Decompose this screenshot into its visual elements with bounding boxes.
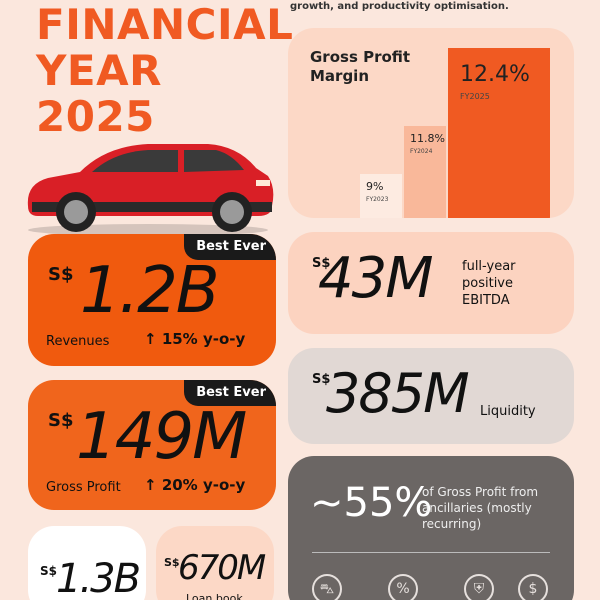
gpm-bar-fy2025: 12.4% FY2025 <box>448 48 550 218</box>
car-icon: ⛍ <box>312 574 342 600</box>
arrow-up-icon: ↑ <box>144 330 157 348</box>
currency-label: S$ <box>164 556 180 569</box>
loan-originations-card: S$ 1.3B <box>28 526 146 600</box>
arrow-up-icon: ↑ <box>144 476 157 494</box>
liquidity-value: 385M <box>326 362 470 425</box>
growth-text: 15% y-o-y <box>161 330 246 348</box>
divider <box>312 552 550 553</box>
gpm-value: 9% <box>366 180 384 193</box>
gpm-year: FY2024 <box>410 148 433 155</box>
gross-profit-label: Gross Profit <box>46 480 121 495</box>
gpm-year: FY2025 <box>460 92 490 101</box>
value-1-3b: 1.3B <box>56 556 141 600</box>
title-line-1: FINANCIAL <box>36 0 294 49</box>
revenues-growth: ↑ 15% y-o-y <box>144 330 245 348</box>
gpm-year: FY2023 <box>366 196 389 203</box>
ancillaries-value: ~55% <box>310 480 433 526</box>
revenues-card: Best Ever S$ 1.2B Revenues ↑ 15% y-o-y <box>28 234 276 366</box>
gross-profit-margin-card: Gross Profit Margin 9% FY2023 11.8% FY20… <box>288 28 574 218</box>
currency-label: S$ <box>312 256 331 271</box>
gpm-value: 11.8% <box>410 132 445 145</box>
gross-profit-value: 149M <box>76 400 247 474</box>
percent-icon: % <box>388 574 418 600</box>
gpm-value: 12.4% <box>460 62 530 87</box>
ancillaries-label: of Gross Profit from ancillaries (mostly… <box>422 485 539 531</box>
gross-profit-growth: ↑ 20% y-o-y <box>144 476 245 494</box>
ebitda-value: 43M <box>318 246 434 311</box>
revenues-label: Revenues <box>46 334 110 349</box>
tagline: growth, and productivity optimisation. <box>290 1 509 12</box>
currency-label: S$ <box>40 564 57 578</box>
ancillaries-card: ~55% of Gross Profit from ancillaries (m… <box>288 456 574 600</box>
ebitda-card: S$ 43M full-year positive EBITDA <box>288 232 574 334</box>
liquidity-label: Liquidity <box>480 404 536 419</box>
title-line-3: 2025 <box>36 92 155 141</box>
shield-icon: ⛨ <box>464 574 494 600</box>
best-ever-badge: Best Ever <box>184 380 276 406</box>
loan-book-value: 670M <box>178 548 266 588</box>
gpm-title: Gross Profit Margin <box>310 48 411 85</box>
revenues-value: 1.2B <box>80 254 220 328</box>
best-ever-badge: Best Ever <box>184 234 276 260</box>
currency-label: S$ <box>48 264 74 285</box>
title-line-2: YEAR <box>36 46 162 95</box>
liquidity-card: S$ 385M Liquidity <box>288 348 574 444</box>
currency-label: S$ <box>312 372 331 387</box>
currency-label: S$ <box>48 410 74 431</box>
dollar-icon: $ <box>518 574 548 600</box>
gross-profit-card: Best Ever S$ 149M Gross Profit ↑ 20% y-o… <box>28 380 276 510</box>
loan-book-label: Loan book <box>186 592 243 600</box>
gpm-bar-fy2023: 9% FY2023 <box>360 174 402 218</box>
ebitda-label: full-year positive EBITDA <box>462 259 516 308</box>
page-title: FINANCIAL YEAR 2025 <box>36 2 293 140</box>
gpm-bar-fy2024: 11.8% FY2024 <box>404 126 446 218</box>
growth-text: 20% y-o-y <box>161 476 246 494</box>
car-illustration <box>27 144 274 236</box>
loan-book-card: S$ 670M Loan book <box>156 526 274 600</box>
